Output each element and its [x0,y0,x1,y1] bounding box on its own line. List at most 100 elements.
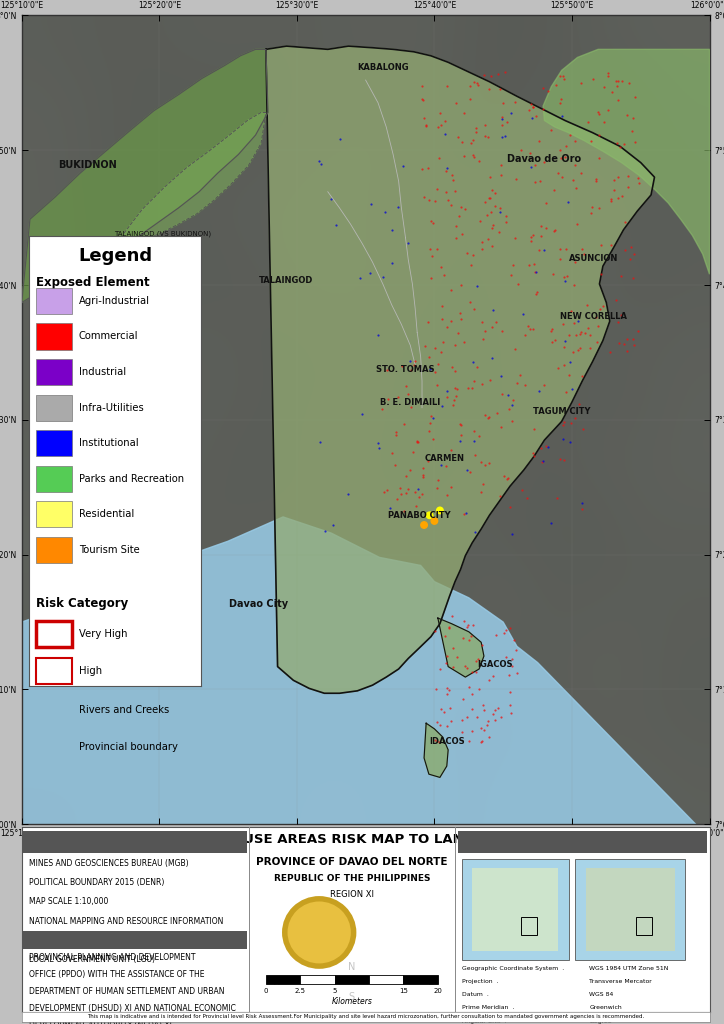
Point [424,415,436,431]
Point [456,712,468,728]
Point [381,362,392,379]
Point [534,133,545,150]
Point [434,104,446,121]
Point [571,327,582,343]
Point [576,368,588,384]
Circle shape [282,896,356,969]
Point [592,317,604,334]
Point [625,239,636,255]
Text: Institutional: Institutional [79,438,138,449]
Point [605,344,616,360]
Point [489,198,501,214]
Point [313,154,325,170]
Point [547,334,558,350]
Point [506,413,518,429]
Point [527,444,539,461]
Point [446,283,458,299]
Text: LOCAL GOVERNMENT UNIT (LGU): LOCAL GOVERNMENT UNIT (LGU) [29,955,155,965]
Point [428,215,439,231]
Point [550,333,561,349]
Point [578,246,589,262]
Point [455,199,467,215]
Point [463,616,474,633]
Bar [334,976,369,983]
Point [487,181,498,198]
Point [584,327,596,343]
Point [525,232,536,249]
Point [529,174,541,190]
Point [355,406,367,422]
Point [461,659,473,676]
Point [495,369,507,385]
Point [412,434,424,451]
Point [540,437,552,454]
Point [549,222,560,239]
Point [494,81,505,97]
Point [463,732,474,749]
Text: DEPARTMENT OF HUMAN SETTLEMENT AND URBAN: DEPARTMENT OF HUMAN SETTLEMENT AND URBAN [29,987,224,995]
Point [509,93,521,110]
Point [478,331,489,347]
Text: Provincial boundary: Provincial boundary [79,742,178,752]
Point [534,173,546,189]
Point [618,336,629,352]
Text: 20: 20 [434,988,442,993]
Point [445,197,457,213]
Point [384,500,396,516]
Point [612,314,623,331]
Point [608,172,620,188]
Point [579,325,591,341]
Point [568,276,580,293]
Text: W: W [272,977,281,987]
Point [615,306,626,323]
Point [557,417,569,433]
Point [528,256,539,272]
Point [494,488,506,505]
Point [531,284,543,300]
Point [628,111,639,127]
Point [410,498,421,514]
Point [470,653,481,670]
Point [330,217,342,233]
Point [450,388,462,404]
Point [555,90,567,106]
Point [374,439,385,456]
Point [496,385,508,401]
Text: Projection  .: Projection . [462,979,499,984]
Text: PROVINCE OF DAVAO DEL NORTE: PROVINCE OF DAVAO DEL NORTE [256,857,447,867]
Point [557,108,568,124]
Point [537,453,549,469]
Point [484,80,495,96]
Point [576,501,587,517]
Point [400,484,411,501]
Point [400,468,411,484]
Point [576,241,588,257]
Point [468,616,479,633]
Point [533,383,544,399]
Point [445,313,457,330]
Text: Kilometers: Kilometers [332,997,372,1006]
Point [481,207,492,223]
Point [475,720,487,736]
Point [487,302,499,318]
Bar [36,502,72,527]
Point [441,680,452,696]
Bar [36,288,72,314]
Point [528,421,539,437]
Point [471,358,483,375]
Point [507,657,518,674]
Text: STO. TOMAS: STO. TOMAS [376,366,435,374]
Point [485,204,497,220]
Point [606,190,618,207]
Text: DEVELOPMENT (DHSUD) XI AND NATIONAL ECONOMIC: DEVELOPMENT (DHSUD) XI AND NATIONAL ECON… [29,1004,235,1013]
Point [509,229,521,246]
Text: TALAINGOD: TALAINGOD [259,276,313,286]
Point [499,468,510,484]
Point [558,339,570,355]
Point [431,377,442,393]
Point [464,78,476,94]
Point [495,419,507,435]
Point [527,322,539,338]
Point [506,396,518,413]
Point [376,400,388,417]
